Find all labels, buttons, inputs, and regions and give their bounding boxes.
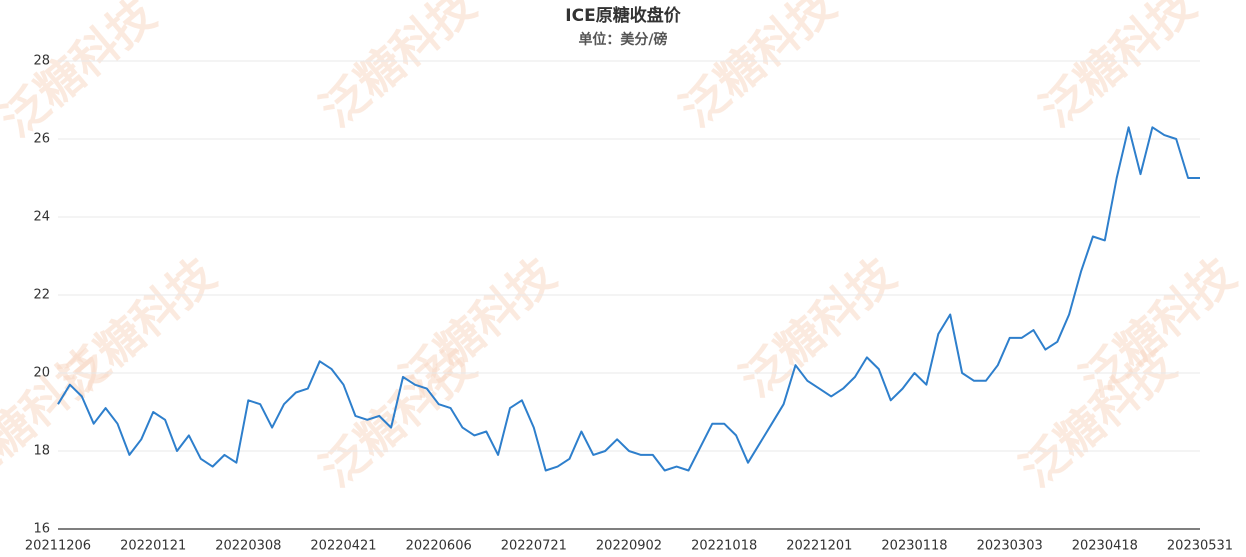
x-tick-label: 20220121 bbox=[120, 539, 186, 554]
x-tick-label: 20220308 bbox=[215, 539, 281, 554]
y-tick-label: 24 bbox=[33, 210, 50, 225]
y-tick-label: 28 bbox=[33, 54, 50, 69]
x-tick-label: 20221018 bbox=[691, 539, 757, 554]
y-tick-label: 22 bbox=[33, 288, 50, 303]
x-tick-label: 20220606 bbox=[406, 539, 472, 554]
x-tick-label: 20230303 bbox=[977, 539, 1043, 554]
y-tick-label: 20 bbox=[33, 366, 50, 381]
x-tick-label: 20220421 bbox=[310, 539, 376, 554]
watermark: 泛糖科技 bbox=[670, 0, 846, 137]
watermark: 泛糖科技 bbox=[0, 0, 166, 147]
y-tick-label: 16 bbox=[33, 522, 50, 537]
price-line bbox=[57, 126, 1200, 472]
x-tick-label: 20230118 bbox=[881, 539, 947, 554]
x-tick-label: 20221201 bbox=[786, 539, 852, 554]
chart-subtitle: 单位：美分/磅 bbox=[578, 31, 667, 48]
watermark: 泛糖科技 bbox=[1030, 0, 1206, 137]
watermark: 泛糖科技 bbox=[730, 247, 906, 407]
watermark: 泛糖科技 bbox=[310, 0, 486, 137]
x-tick-label: 20220721 bbox=[501, 539, 567, 554]
y-tick-label: 18 bbox=[33, 444, 50, 459]
y-tick-label: 26 bbox=[33, 132, 50, 147]
x-tick-label: 20230418 bbox=[1072, 539, 1138, 554]
x-tick-label: 20211206 bbox=[25, 539, 91, 554]
x-tick-label: 20230531 bbox=[1167, 539, 1233, 554]
chart-title: ICE原糖收盘价 bbox=[565, 5, 681, 26]
x-tick-label: 20220902 bbox=[596, 539, 662, 554]
